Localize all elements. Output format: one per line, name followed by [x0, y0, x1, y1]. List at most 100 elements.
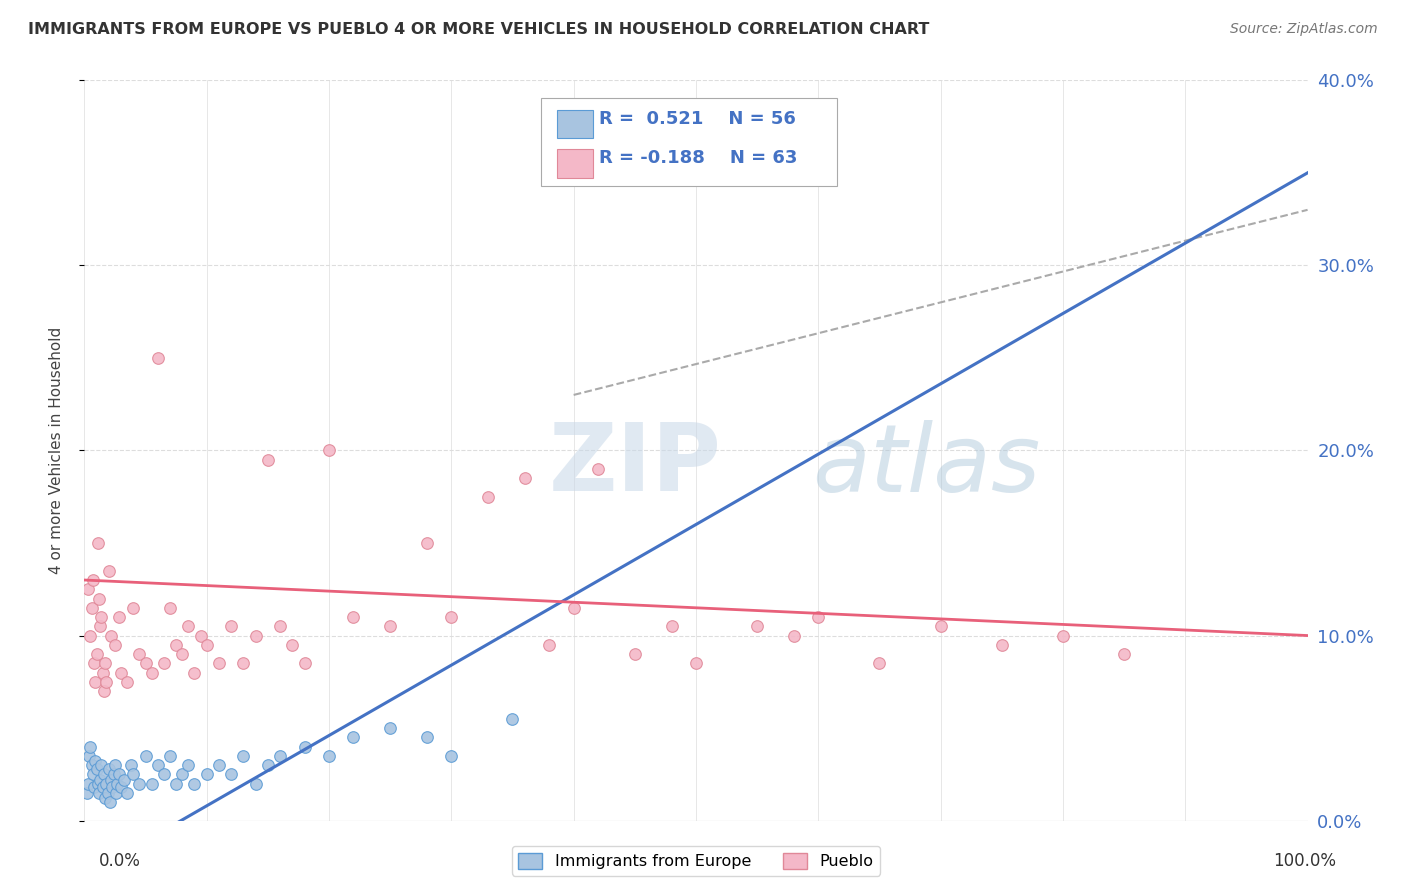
Point [91, 780, 114, 795]
Point [122, 600, 145, 615]
Point [96, 776, 118, 791]
Point [208, 758, 231, 772]
Point [153, 767, 176, 781]
Point [97, 762, 120, 776]
Point [80, 758, 103, 772]
Point [146, 758, 169, 772]
Point [416, 536, 439, 550]
Point [86, 647, 108, 661]
Point [94, 657, 117, 671]
Point [141, 776, 163, 791]
Point [105, 786, 128, 800]
Point [100, 628, 122, 642]
Point [245, 776, 267, 791]
Point [1052, 628, 1074, 642]
Legend: Immigrants from Europe, Pueblo: Immigrants from Europe, Pueblo [512, 847, 880, 876]
Point [869, 657, 891, 671]
Point [103, 767, 125, 781]
Point [107, 610, 129, 624]
Point [128, 776, 150, 791]
Point [89, 619, 111, 633]
Point [1114, 647, 1136, 661]
Point [87, 786, 110, 800]
Point [661, 619, 683, 633]
Point [96, 674, 118, 689]
Point [97, 786, 120, 800]
Point [84, 755, 107, 769]
Point [93, 684, 115, 698]
Point [807, 610, 830, 624]
Point [562, 600, 585, 615]
Point [232, 657, 254, 671]
Point [122, 767, 145, 781]
Point [86, 762, 108, 776]
Point [90, 610, 112, 624]
Point [82, 767, 104, 781]
Point [83, 780, 105, 795]
Point [294, 739, 316, 754]
Point [342, 731, 364, 745]
Point [87, 536, 110, 550]
Point [89, 772, 111, 787]
Text: IMMIGRANTS FROM EUROPE VS PUEBLO 4 OR MORE VEHICLES IN HOUSEHOLD CORRELATION CHA: IMMIGRANTS FROM EUROPE VS PUEBLO 4 OR MO… [28, 22, 929, 37]
Point [208, 657, 231, 671]
Point [82, 573, 104, 587]
Point [101, 780, 124, 795]
Point [177, 619, 200, 633]
Text: R = -0.188    N = 63: R = -0.188 N = 63 [599, 149, 797, 167]
Point [79, 739, 101, 754]
Point [153, 657, 176, 671]
Point [100, 772, 122, 787]
Point [87, 776, 110, 791]
Point [257, 452, 280, 467]
Point [87, 591, 110, 606]
Point [165, 638, 187, 652]
Point [513, 471, 536, 485]
Point [165, 776, 187, 791]
Point [128, 647, 150, 661]
Point [416, 731, 439, 745]
Point [440, 748, 463, 763]
Point [624, 647, 647, 661]
Point [172, 647, 194, 661]
Text: R =  0.521    N = 56: R = 0.521 N = 56 [599, 110, 796, 128]
Point [112, 772, 135, 787]
Point [104, 758, 127, 772]
Point [104, 638, 127, 652]
Point [269, 748, 291, 763]
Point [80, 600, 103, 615]
Point [97, 564, 120, 578]
Text: Source: ZipAtlas.com: Source: ZipAtlas.com [1230, 22, 1378, 37]
Point [685, 657, 707, 671]
Point [115, 786, 138, 800]
Point [146, 351, 169, 365]
Point [219, 619, 242, 633]
Point [172, 767, 194, 781]
Point [120, 758, 142, 772]
Point [83, 657, 105, 671]
Point [269, 619, 291, 633]
Text: ZIP: ZIP [550, 419, 723, 511]
Point [232, 748, 254, 763]
Point [380, 721, 402, 735]
Point [195, 767, 218, 781]
Point [294, 657, 316, 671]
Point [110, 665, 132, 680]
Point [783, 628, 806, 642]
Point [105, 776, 128, 791]
Point [477, 490, 499, 504]
Point [77, 582, 100, 597]
Point [183, 665, 205, 680]
Point [440, 610, 463, 624]
Point [115, 674, 138, 689]
Point [318, 443, 340, 458]
Point [135, 748, 157, 763]
Point [342, 610, 364, 624]
Point [245, 628, 267, 642]
Point [141, 665, 163, 680]
Point [281, 638, 304, 652]
Point [380, 619, 402, 633]
Text: 100.0%: 100.0% [1272, 852, 1336, 870]
Point [991, 638, 1014, 652]
Y-axis label: 4 or more Vehicles in Household: 4 or more Vehicles in Household [49, 326, 63, 574]
